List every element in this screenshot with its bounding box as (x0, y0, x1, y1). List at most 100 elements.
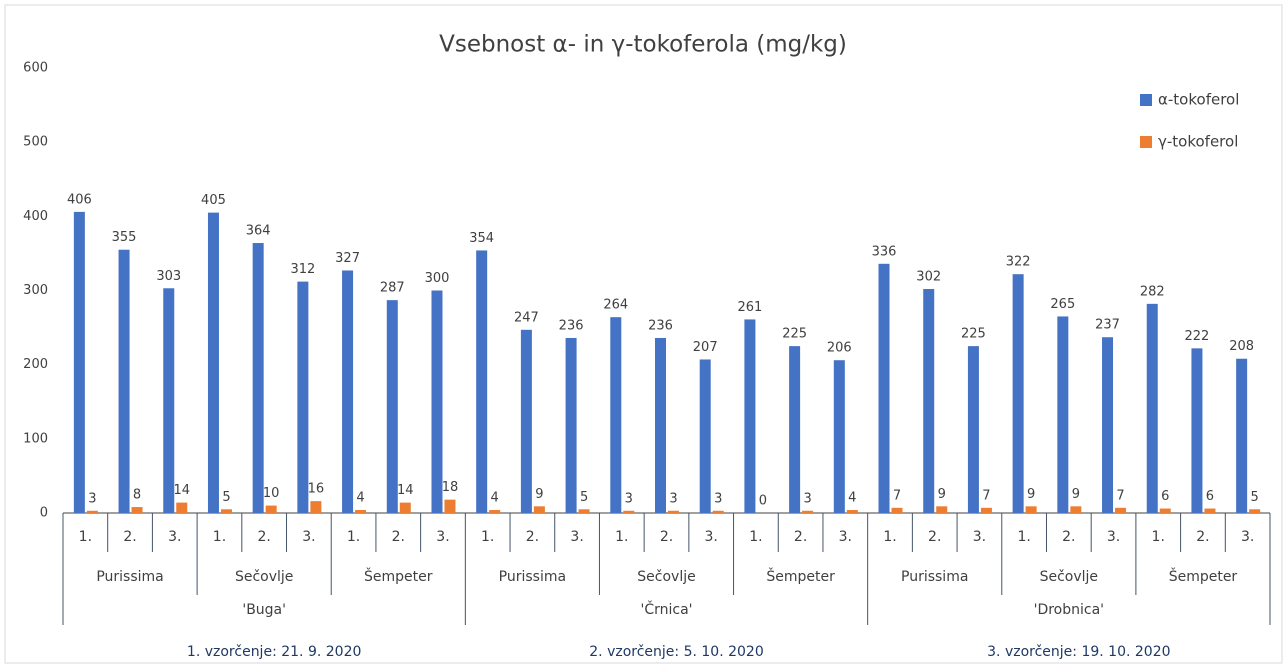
bar (891, 507, 903, 513)
location-label: Purissima (901, 569, 968, 585)
x-tick-label: 2. (392, 529, 405, 545)
value-label: 16 (308, 482, 325, 497)
y-tick-label: 100 (23, 431, 48, 446)
legend-label: α-tokoferol (1158, 91, 1239, 109)
bar (1204, 508, 1216, 513)
x-tick-label: 2. (123, 529, 136, 545)
bar (578, 509, 590, 513)
bar (967, 346, 979, 513)
bar (533, 506, 545, 513)
location-label: Sečovlje (1040, 569, 1098, 585)
value-label: 5 (222, 490, 230, 505)
value-label: 3 (669, 491, 677, 506)
value-label: 206 (827, 341, 852, 356)
y-tick-label: 200 (23, 357, 48, 372)
value-label: 327 (335, 251, 360, 266)
bar (1070, 506, 1082, 513)
y-tick-label: 400 (23, 209, 48, 224)
bar (565, 337, 577, 513)
value-label: 237 (1095, 318, 1120, 333)
bar (878, 263, 890, 513)
value-label: 312 (290, 262, 315, 277)
bar (386, 300, 398, 513)
chart-title: Vsebnost α- in γ-tokoferola (mg/kg) (439, 32, 847, 58)
value-label: 355 (112, 230, 137, 245)
x-tick-label: 2. (794, 529, 807, 545)
bar (923, 289, 935, 513)
bar (744, 319, 756, 513)
value-label: 3 (714, 491, 722, 506)
value-label: 5 (1251, 490, 1259, 505)
value-label: 8 (133, 488, 141, 503)
value-label: 236 (648, 318, 673, 333)
x-tick-label: 3. (168, 529, 181, 545)
bar (655, 337, 666, 513)
value-label: 4 (848, 491, 856, 506)
bar (846, 510, 858, 513)
value-label: 5 (580, 490, 588, 505)
value-label: 287 (380, 281, 405, 296)
x-tick-label: 1. (1152, 529, 1165, 545)
value-label: 261 (737, 300, 762, 315)
x-tick-label: 1. (347, 529, 360, 545)
bar (610, 317, 622, 513)
bar (833, 360, 845, 513)
value-label: 236 (559, 318, 584, 333)
location-label: Šempeter (1169, 567, 1238, 585)
bar (265, 505, 277, 513)
x-tick-label: 1. (749, 529, 762, 545)
bar (399, 502, 411, 513)
bar (936, 506, 948, 513)
value-label: 9 (1027, 487, 1035, 502)
bar (712, 510, 724, 513)
x-tick-label: 2. (660, 529, 673, 545)
value-label: 14 (397, 483, 414, 498)
value-label: 4 (356, 491, 364, 506)
chart-border (4, 4, 1283, 664)
x-tick-label: 3. (570, 529, 583, 545)
x-tick-label: 1. (481, 529, 494, 545)
x-tick-label: 3. (1107, 529, 1120, 545)
location-label: Šempeter (364, 567, 433, 585)
x-tick-label: 1. (1017, 529, 1030, 545)
bar (1057, 316, 1069, 513)
value-label: 4 (491, 491, 499, 506)
value-label: 0 (759, 494, 767, 509)
bar (789, 346, 801, 513)
bar (220, 509, 232, 513)
x-tick-label: 3. (1241, 529, 1254, 545)
legend-swatch (1140, 94, 1152, 106)
value-label: 3 (88, 491, 96, 506)
x-tick-label: 3. (436, 529, 449, 545)
x-tick-label: 2. (928, 529, 941, 545)
location-label: Sečovlje (637, 569, 695, 585)
bar (444, 499, 456, 513)
location-label: Purissima (96, 569, 163, 585)
value-label: 14 (173, 483, 190, 498)
x-tick-label: 2. (1196, 529, 1209, 545)
x-tick-label: 3. (839, 529, 852, 545)
sampling-date: 1. vzorčenje: 21. 9. 2020 (187, 644, 361, 660)
legend-label: γ-tokoferol (1158, 133, 1238, 151)
bar (1146, 303, 1158, 513)
value-label: 9 (938, 487, 946, 502)
location-label: Purissima (499, 569, 566, 585)
value-label: 282 (1140, 284, 1165, 299)
bar (431, 290, 443, 513)
legend-swatch (1140, 136, 1152, 148)
x-tick-label: 3. (973, 529, 986, 545)
value-label: 364 (246, 224, 271, 239)
sampling-date: 3. vzorčenje: 19. 10. 2020 (987, 644, 1170, 660)
bar (802, 510, 814, 513)
x-tick-label: 3. (705, 529, 718, 545)
bar (623, 510, 635, 513)
bar (1115, 507, 1127, 513)
value-label: 405 (201, 193, 226, 208)
x-tick-label: 3. (302, 529, 315, 545)
cultivar-label: 'Drobnica' (1034, 602, 1104, 618)
bar (476, 250, 488, 513)
x-tick-label: 2. (526, 529, 539, 545)
location-label: Sečovlje (235, 569, 293, 585)
value-label: 222 (1185, 329, 1210, 344)
value-label: 9 (535, 487, 543, 502)
